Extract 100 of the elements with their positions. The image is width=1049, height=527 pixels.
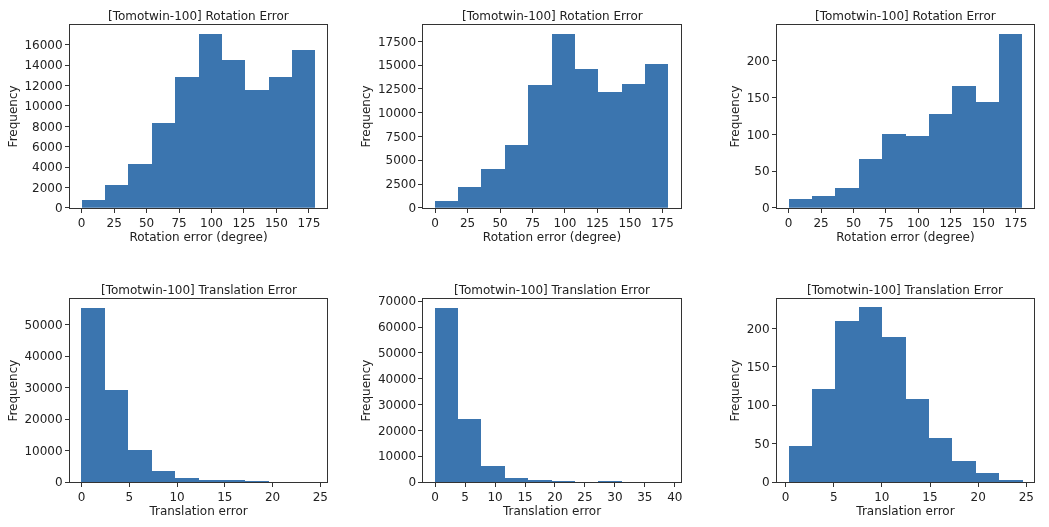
chart-title: [Tomotwin-100] Rotation Error <box>815 9 996 23</box>
chart-title: [Tomotwin-100] Rotation Error <box>462 9 643 23</box>
y-axis-title: Frequency <box>5 359 20 422</box>
y-tick-label: 20000 <box>377 423 417 438</box>
y-tick-label: 10000 <box>24 443 63 458</box>
y-tick-label: 6000 <box>32 139 63 154</box>
x-tick-label: 10 <box>169 490 185 505</box>
x-tick-label: 15 <box>922 490 938 505</box>
y-tick-label: 12500 <box>377 82 417 97</box>
x-tick-label: 50 <box>845 216 862 231</box>
x-tick-label: 20 <box>264 490 281 505</box>
y-axis-title: Frequency <box>5 85 20 148</box>
x-tick-label: 35 <box>637 490 653 505</box>
x-tick-label: 175 <box>1004 216 1028 231</box>
y-tick-label: 10000 <box>377 105 417 120</box>
x-tick-label: 75 <box>524 216 541 231</box>
x-tick-label: 50 <box>138 216 155 231</box>
x-tick-label: 100 <box>907 216 930 231</box>
y-tick-label: 50000 <box>24 317 63 332</box>
x-tick-label: 10 <box>487 490 503 505</box>
y-tick-label: 200 <box>746 54 770 69</box>
y-tick-label: 100 <box>746 127 770 142</box>
y-tick-label: 0 <box>761 475 770 490</box>
x-tick-label: 125 <box>939 216 963 231</box>
y-tick-label: 150 <box>746 90 770 105</box>
y-tick-label: 15000 <box>377 58 417 73</box>
x-axis-title: Rotation error (degree) <box>836 230 975 245</box>
y-tick-label: 17500 <box>377 34 417 49</box>
y-tick-label: 0 <box>408 201 417 215</box>
x-axis-title: Translation error <box>501 504 602 519</box>
y-tick-label: 40000 <box>24 349 63 364</box>
x-axis-title: Translation error <box>855 504 955 519</box>
x-tick-label: 125 <box>232 216 256 231</box>
chart-title: [Tomotwin-100] Translation Error <box>101 283 298 297</box>
x-tick-label: 20 <box>970 490 986 505</box>
y-tick-label: 60000 <box>377 320 417 335</box>
x-tick-label: 15 <box>517 490 533 505</box>
x-tick-label: 0 <box>784 216 793 231</box>
x-tick-label: 100 <box>200 216 223 231</box>
chart-title: [Tomotwin-100] Rotation Error <box>108 9 289 23</box>
x-tick-label: 25 <box>577 490 593 505</box>
x-tick-label: 5 <box>829 490 838 505</box>
y-tick-label: 10000 <box>24 99 63 114</box>
x-axis-title: Rotation error (degree) <box>129 230 268 245</box>
x-tick-label: 75 <box>171 216 187 231</box>
y-tick-label: 4000 <box>32 160 63 175</box>
x-tick-label: 0 <box>431 216 439 231</box>
y-tick-label: 50000 <box>377 346 417 361</box>
y-tick-label: 30000 <box>377 397 417 412</box>
y-tick-label: 70000 <box>377 294 417 309</box>
y-tick-label: 50 <box>754 436 770 451</box>
y-tick-label: 100 <box>746 398 770 413</box>
x-tick-label: 0 <box>781 490 790 505</box>
x-tick-label: 150 <box>264 216 288 231</box>
x-axis-title: Rotation error (degree) <box>482 230 622 245</box>
x-tick-label: 75 <box>878 216 894 231</box>
y-tick-label: 2500 <box>385 177 417 192</box>
x-tick-label: 25 <box>459 216 476 231</box>
y-tick-label: 0 <box>54 201 63 215</box>
x-tick-label: 5 <box>125 490 134 505</box>
x-tick-label: 100 <box>553 216 577 231</box>
x-tick-label: 15 <box>217 490 233 505</box>
y-tick-label: 200 <box>746 321 770 336</box>
y-axis-title: Frequency <box>359 85 374 148</box>
y-tick-label: 5000 <box>385 153 417 168</box>
y-tick-label: 20000 <box>24 412 63 427</box>
y-tick-label: 50 <box>754 164 770 179</box>
x-tick-label: 10 <box>874 490 890 505</box>
x-tick-label: 0 <box>77 216 86 231</box>
x-tick-label: 175 <box>297 216 321 231</box>
chart-title: [Tomotwin-100] Translation Error <box>807 283 1004 297</box>
x-tick-label: 150 <box>971 216 995 231</box>
y-tick-label: 0 <box>761 201 770 215</box>
x-tick-label: 40 <box>667 490 683 505</box>
y-tick-label: 0 <box>54 475 63 490</box>
x-axis-title: Translation error <box>148 504 248 519</box>
y-tick-label: 14000 <box>24 58 63 73</box>
y-tick-label: 30000 <box>24 380 63 395</box>
y-axis-title: Frequency <box>727 359 742 422</box>
x-tick-label: 175 <box>650 216 674 231</box>
x-tick-label: 0 <box>77 490 86 505</box>
x-tick-label: 5 <box>461 490 469 505</box>
y-axis-title: Frequency <box>359 359 374 422</box>
x-tick-label: 25 <box>106 216 122 231</box>
x-tick-label: 125 <box>585 216 609 231</box>
y-tick-label: 8000 <box>32 119 63 134</box>
x-tick-label: 30 <box>607 490 623 505</box>
x-tick-label: 150 <box>618 216 642 231</box>
y-tick-label: 7500 <box>385 129 417 144</box>
x-tick-label: 25 <box>813 216 829 231</box>
x-tick-label: 25 <box>312 490 329 505</box>
chart-title: [Tomotwin-100] Translation Error <box>454 283 651 297</box>
y-tick-label: 10000 <box>377 449 417 464</box>
x-tick-label: 0 <box>431 490 439 505</box>
x-tick-label: 20 <box>547 490 563 505</box>
x-tick-label: 25 <box>1018 490 1034 505</box>
y-tick-label: 2000 <box>32 180 63 195</box>
y-tick-label: 0 <box>408 475 417 490</box>
y-tick-label: 12000 <box>24 78 63 93</box>
y-tick-label: 40000 <box>377 371 417 386</box>
